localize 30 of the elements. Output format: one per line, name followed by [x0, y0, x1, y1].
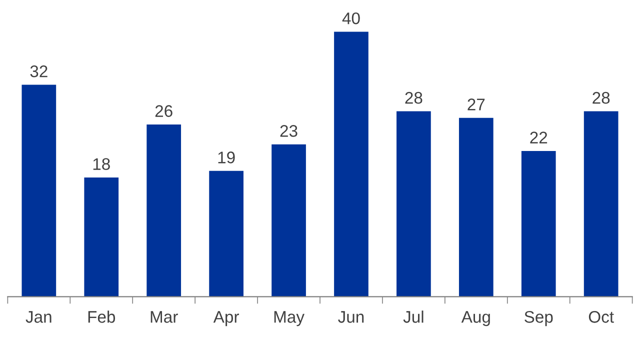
bar [396, 111, 431, 297]
bar [22, 84, 56, 297]
data-label: 28 [592, 92, 610, 104]
data-label: 28 [405, 92, 422, 104]
data-label: 23 [280, 125, 298, 137]
x-tick-label: Oct [588, 311, 614, 323]
x-tick-label: Jul [403, 310, 424, 323]
bar [146, 124, 182, 297]
data-label: 26 [155, 105, 172, 117]
bar [84, 177, 119, 297]
bar [334, 32, 368, 297]
bar [458, 118, 494, 297]
bar [521, 150, 556, 297]
x-tick-label: Apr [213, 311, 239, 326]
x-tick-label: Aug [461, 311, 490, 326]
data-label: 19 [218, 152, 235, 164]
x-tick-label: Jun [338, 311, 364, 323]
data-label: 32 [30, 65, 48, 78]
bar [272, 144, 306, 297]
data-label: 27 [468, 98, 485, 110]
bar [209, 170, 244, 297]
data-label: 22 [530, 132, 548, 144]
bar [584, 111, 618, 297]
x-tick-label: Sep [524, 311, 553, 326]
data-label: 40 [342, 12, 360, 24]
data-label: 18 [93, 158, 110, 170]
x-tick-label: Feb [88, 310, 116, 323]
x-tick-label: Mar [150, 311, 178, 323]
x-tick-label: Jan [26, 311, 52, 323]
x-tick-label: May [274, 311, 304, 326]
